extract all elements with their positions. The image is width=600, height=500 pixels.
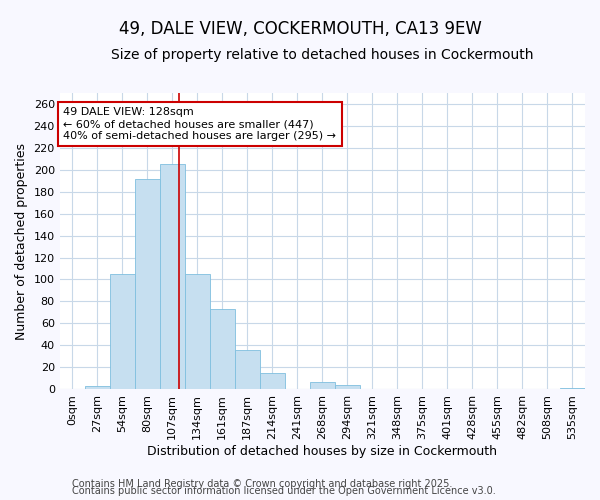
Title: Size of property relative to detached houses in Cockermouth: Size of property relative to detached ho… <box>111 48 533 62</box>
Bar <box>185 274 210 389</box>
X-axis label: Distribution of detached houses by size in Cockermouth: Distribution of detached houses by size … <box>148 444 497 458</box>
Text: Contains HM Land Registry data © Crown copyright and database right 2025.: Contains HM Land Registry data © Crown c… <box>72 479 452 489</box>
Bar <box>310 382 335 389</box>
Bar <box>85 386 110 389</box>
Bar <box>335 384 360 389</box>
Bar <box>560 388 585 389</box>
Bar <box>210 309 235 389</box>
Text: Contains public sector information licensed under the Open Government Licence v3: Contains public sector information licen… <box>72 486 496 496</box>
Y-axis label: Number of detached properties: Number of detached properties <box>15 142 28 340</box>
Bar <box>135 178 160 389</box>
Bar <box>260 372 285 389</box>
Bar <box>160 164 185 389</box>
Text: 49, DALE VIEW, COCKERMOUTH, CA13 9EW: 49, DALE VIEW, COCKERMOUTH, CA13 9EW <box>119 20 481 38</box>
Text: 49 DALE VIEW: 128sqm
← 60% of detached houses are smaller (447)
40% of semi-deta: 49 DALE VIEW: 128sqm ← 60% of detached h… <box>64 108 337 140</box>
Bar <box>110 274 135 389</box>
Bar <box>235 350 260 389</box>
